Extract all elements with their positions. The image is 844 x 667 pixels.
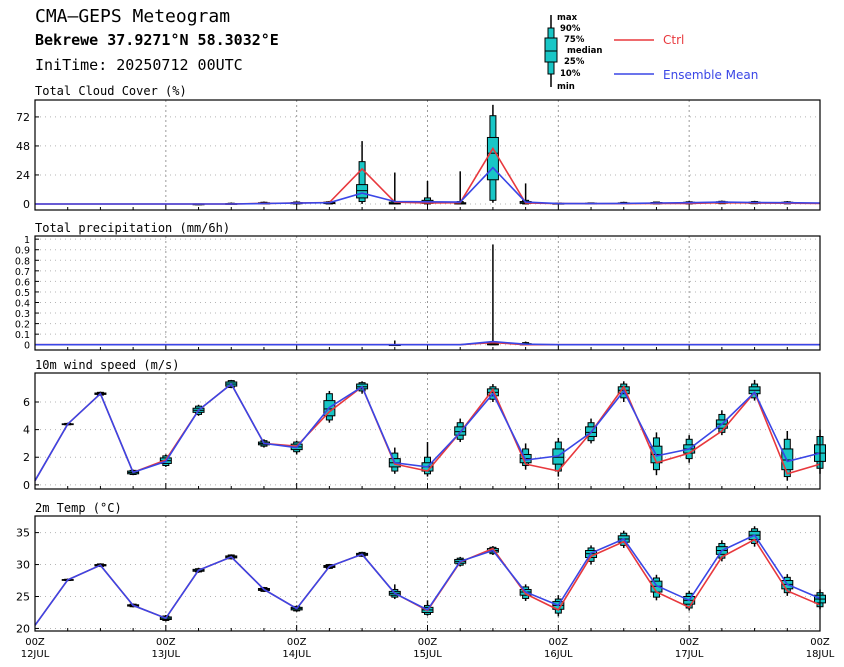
y-tick-label: 0: [23, 479, 30, 492]
y-tick-label: 20: [16, 622, 30, 635]
chart-title: CMA—GEPS Meteogram: [35, 6, 231, 27]
x-tick-label: 13JUL: [152, 649, 181, 660]
x-tick-label: 12JUL: [21, 649, 50, 660]
legend-mean-label: Ensemble Mean: [663, 68, 758, 82]
x-tick-label: 00Z: [418, 637, 438, 648]
x-tick-label: 15JUL: [413, 649, 442, 660]
x-tick-label: 00Z: [156, 637, 176, 648]
y-tick-label: 0.9: [15, 246, 30, 257]
x-tick-label: 00Z: [25, 637, 45, 648]
y-tick-label: 24: [16, 169, 30, 182]
ensemble-mean-line: [34, 382, 821, 482]
legend-box-label: 75%: [564, 35, 585, 45]
panel-frame: [34, 235, 821, 351]
y-tick-label: 2: [23, 451, 30, 464]
y-tick-label: 0.3: [15, 309, 30, 320]
y-tick-label: 72: [16, 111, 30, 124]
y-tick-label: 1: [24, 235, 30, 246]
x-tick-label: 00Z: [287, 637, 307, 648]
legend-box-label: 90%: [560, 24, 581, 34]
y-tick-label: 0.4: [15, 299, 30, 310]
panel-title: 10m wind speed (m/s): [35, 358, 180, 372]
panel-frame: [34, 515, 821, 632]
box-25-75: [486, 136, 499, 181]
box-25-75: [454, 426, 467, 436]
y-tick-label: 0.1: [15, 330, 30, 341]
y-tick-label: 0.2: [15, 320, 30, 331]
legend-box-label: min: [557, 82, 575, 92]
legend-box-label: max: [557, 13, 578, 23]
y-tick-label: 25: [16, 591, 30, 604]
legend-box-label: 25%: [564, 57, 585, 67]
y-tick-label: 30: [16, 559, 30, 572]
box-10-90: [358, 161, 366, 203]
legend-box-label: 10%: [560, 69, 581, 79]
ensemble-mean-line: [35, 340, 820, 346]
panel-title: 2m Temp (°C): [35, 501, 122, 515]
legend-ctrl-label: Ctrl: [663, 33, 684, 47]
y-tick-label: 0: [23, 198, 30, 211]
y-tick-label: 0.5: [15, 288, 30, 299]
y-tick-label: 48: [16, 140, 30, 153]
y-tick-label: 4: [23, 424, 30, 437]
ensemble-mean-line: [35, 166, 821, 205]
y-tick-label: 0.8: [15, 256, 30, 267]
panel-title: Total precipitation (mm/6h): [35, 221, 230, 235]
ensemble-mean-line: [34, 534, 821, 626]
x-tick-label: 00Z: [549, 637, 569, 648]
y-tick-label: 0.7: [15, 267, 30, 278]
x-tick-label: 14JUL: [282, 649, 311, 660]
x-tick-label: 00Z: [679, 637, 699, 648]
init-time-label: IniTime: 20250712 00UTC: [35, 56, 243, 74]
legend-box-label: median: [567, 46, 602, 56]
legend-box-25-75: [544, 37, 558, 63]
location-label: Bekrewe 37.9271°N 58.3032°E: [35, 31, 279, 49]
x-tick-label: 00Z: [810, 637, 830, 648]
box-25-75: [356, 184, 369, 199]
x-tick-label: 17JUL: [675, 649, 704, 660]
panel-frame: [34, 372, 821, 490]
y-tick-label: 6: [23, 396, 30, 409]
y-tick-label: 35: [16, 527, 30, 540]
x-tick-label: 16JUL: [544, 649, 573, 660]
panel-frame: [34, 99, 821, 211]
y-tick-label: 0.6: [15, 277, 30, 288]
x-tick-label: 18JUL: [806, 649, 835, 660]
panel-title: Total Cloud Cover (%): [35, 84, 187, 98]
y-tick-label: 0: [24, 341, 30, 352]
